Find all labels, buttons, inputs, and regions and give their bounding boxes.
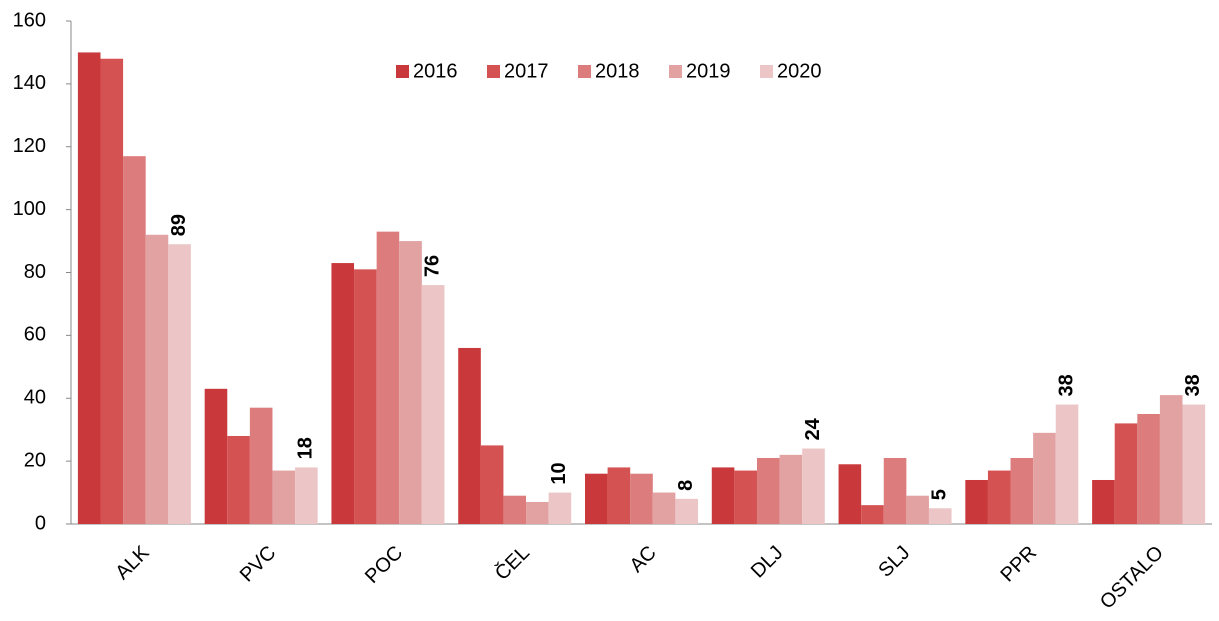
bar	[802, 448, 825, 524]
x-tick-label: PPR	[996, 542, 1041, 587]
bar	[585, 473, 608, 524]
bar	[928, 508, 952, 524]
bar	[630, 473, 653, 524]
bar	[1114, 423, 1138, 524]
y-tick-label: 140	[13, 72, 46, 94]
bar	[607, 467, 631, 524]
data-label: 5	[929, 489, 951, 500]
x-tick-label: POC	[361, 542, 407, 588]
bar	[421, 285, 445, 524]
bar	[526, 501, 549, 524]
bar	[987, 470, 1011, 524]
x-tick-label: ČEL	[490, 541, 534, 585]
bar	[756, 457, 780, 524]
y-tick-label: 40	[24, 387, 46, 409]
legend-swatch	[760, 65, 773, 78]
bar	[272, 470, 296, 524]
data-label: 76	[421, 255, 443, 277]
x-tick-label: SLJ	[874, 542, 914, 582]
bar	[1182, 404, 1206, 524]
bar	[204, 388, 228, 524]
legend-label: 2018	[595, 60, 640, 82]
y-tick-label: 160	[13, 9, 46, 31]
data-label: 18	[295, 437, 317, 459]
bar	[1137, 413, 1160, 524]
legend-label: 2020	[777, 60, 822, 82]
bar	[227, 435, 250, 524]
x-tick-label: DLJ	[747, 542, 788, 583]
bar	[480, 445, 504, 524]
bar	[861, 505, 884, 524]
bar	[458, 347, 481, 524]
data-label: 38	[1182, 374, 1204, 396]
data-label: 38	[1055, 374, 1077, 396]
bar	[295, 467, 318, 524]
bar	[779, 454, 803, 524]
x-tick-label: OSTALO	[1096, 542, 1168, 614]
bar	[168, 244, 191, 525]
bar	[503, 495, 527, 524]
y-tick-label: 20	[24, 449, 46, 471]
y-tick-label: 100	[13, 198, 46, 220]
bar	[77, 52, 101, 524]
legend-swatch	[578, 65, 591, 78]
x-tick-label: ALK	[111, 541, 154, 584]
legend-label: 2019	[686, 60, 731, 82]
bar	[711, 467, 735, 524]
bar	[100, 58, 124, 524]
bar	[652, 492, 676, 524]
bar	[1033, 432, 1056, 524]
bar	[734, 470, 757, 524]
bar	[965, 479, 988, 524]
y-tick-label: 80	[24, 261, 46, 283]
y-tick-label: 60	[24, 324, 46, 346]
bar	[548, 492, 572, 524]
data-label: 24	[802, 417, 824, 440]
bar	[354, 269, 377, 524]
data-label: 8	[675, 480, 697, 491]
legend-label: 2016	[413, 60, 458, 82]
y-tick-label: 0	[35, 512, 46, 534]
x-tick-label: AC	[626, 542, 661, 577]
legend-swatch	[396, 65, 409, 78]
bar	[145, 234, 169, 524]
data-label: 89	[168, 214, 190, 236]
legend-label: 2017	[504, 60, 549, 82]
bar	[1092, 479, 1115, 524]
bar	[376, 231, 400, 524]
legend-swatch	[669, 65, 682, 78]
data-label: 10	[548, 462, 570, 484]
y-tick-label: 120	[13, 135, 46, 157]
bar	[883, 457, 907, 524]
bar	[906, 495, 929, 524]
bar	[675, 498, 698, 524]
bar	[399, 241, 422, 524]
legend-swatch	[487, 65, 500, 78]
bar	[1055, 404, 1079, 524]
bar	[1159, 395, 1183, 524]
bar	[1010, 457, 1034, 524]
bar	[123, 156, 146, 524]
bar	[249, 407, 273, 524]
x-tick-label: PVC	[236, 542, 281, 587]
bar	[838, 464, 862, 524]
bar	[331, 263, 355, 524]
